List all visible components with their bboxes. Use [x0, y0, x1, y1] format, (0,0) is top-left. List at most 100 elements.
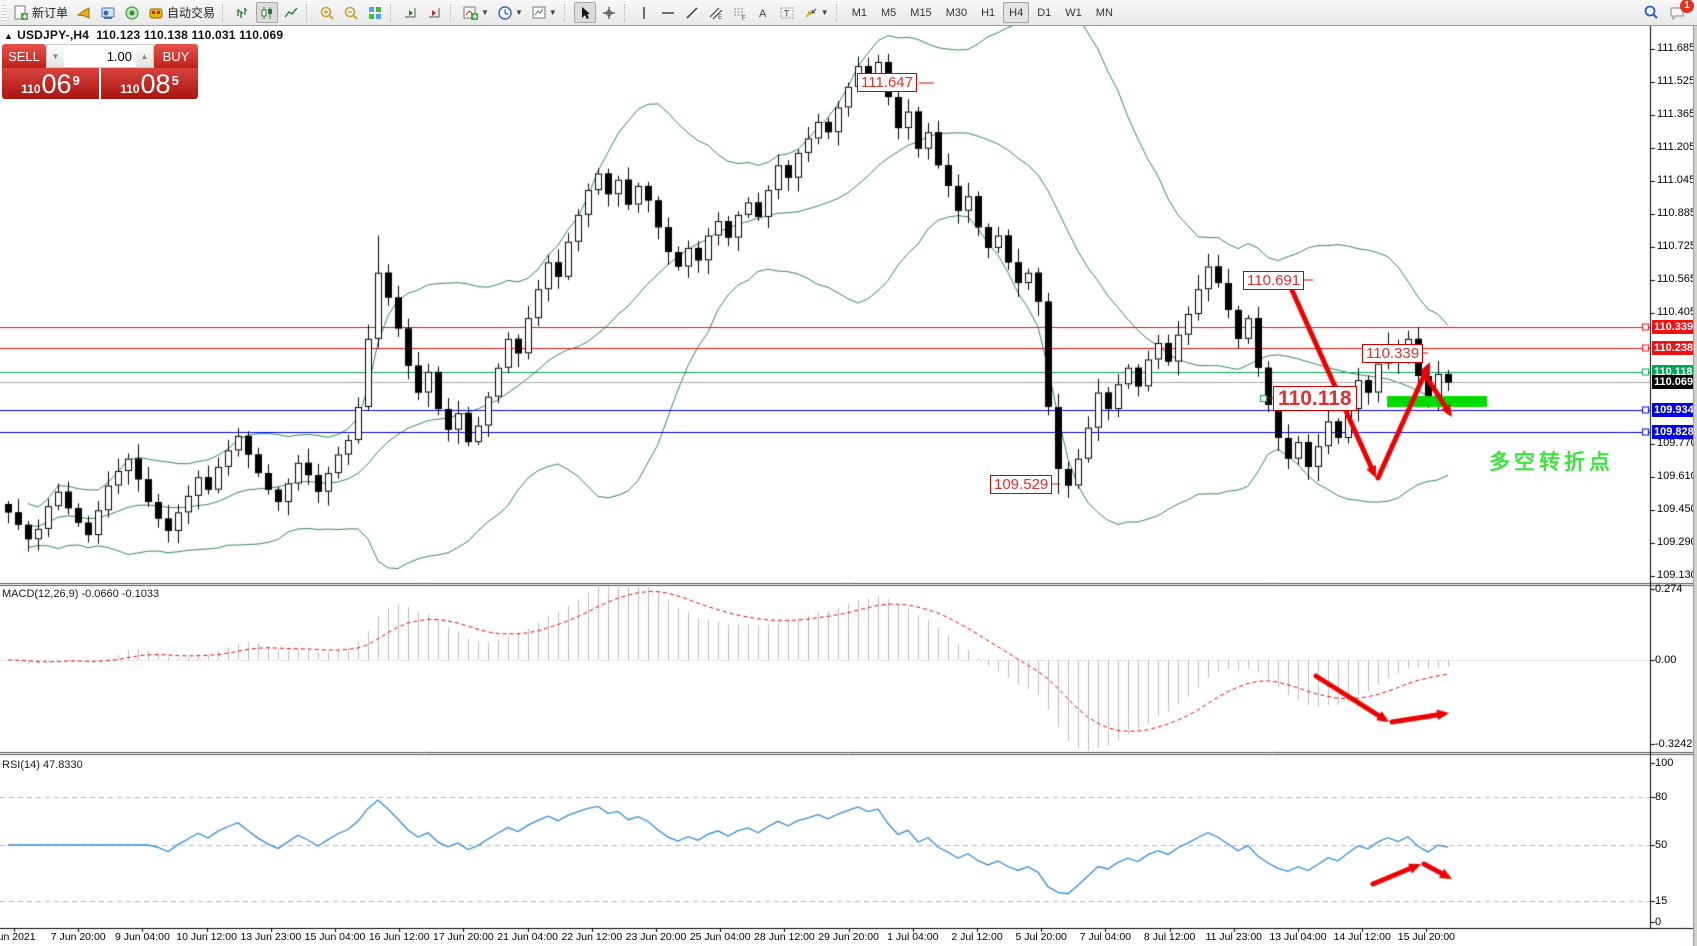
sell-price-prefix: 110 — [21, 82, 41, 96]
sell-button[interactable]: SELL — [2, 44, 46, 68]
equidistant-channel-icon: E — [709, 7, 723, 21]
tile-windows-icon — [369, 6, 382, 19]
separator — [450, 3, 456, 22]
timeframe-group: M1 M5 M15 M30 H1 H4 D1 W1 MN — [845, 2, 1120, 23]
volume-stepper: ▼ ▲ — [46, 44, 154, 68]
zoom-out-button[interactable] — [340, 2, 362, 23]
buy-button[interactable]: BUY — [154, 44, 198, 68]
volume-decrease-button[interactable]: ▼ — [47, 45, 64, 67]
periods-button[interactable]: ▼ — [494, 2, 526, 23]
cursor-button[interactable] — [573, 2, 596, 23]
auto-scroll-icon — [405, 7, 416, 17]
fibonacci-button[interactable]: F — [729, 2, 751, 23]
buy-price-big: 08 — [140, 69, 171, 99]
shapes-arrows-icon — [805, 8, 817, 17]
autotrade-icon — [149, 8, 163, 18]
separator — [306, 3, 312, 22]
timeframe-button-m30[interactable]: M30 — [945, 6, 968, 19]
symbol-info-line: ▲ USDJPY-,H4 110.123 110.138 110.031 110.… — [4, 28, 283, 42]
timeframe-button-h1[interactable]: H1 — [981, 6, 996, 19]
dropdown-arrow-icon: ▼ — [514, 8, 523, 17]
tile-windows-button[interactable] — [364, 2, 386, 23]
channel-button[interactable]: E — [705, 2, 727, 23]
text-label-icon: T — [780, 7, 794, 18]
zoom-in-icon — [320, 6, 334, 20]
text-label-button[interactable]: T — [776, 2, 798, 23]
vertical-line-icon — [643, 6, 645, 19]
bar-chart-button[interactable] — [232, 2, 254, 23]
sell-price-big: 06 — [41, 69, 72, 99]
buy-price-sup: 5 — [171, 73, 179, 88]
buy-price-button[interactable]: 110 08 5 — [101, 68, 198, 99]
volume-input[interactable] — [64, 45, 136, 67]
candlestick-icon — [261, 6, 273, 19]
line-chart-icon — [284, 7, 298, 17]
timeframe-button-m1[interactable]: M1 — [851, 6, 867, 19]
market-watch-icon — [101, 7, 115, 19]
symbol-chart-icon: ▲ — [4, 31, 14, 41]
templates-button[interactable]: ▼ — [528, 2, 560, 23]
horizontal-line-button[interactable] — [657, 2, 679, 23]
svg-text:F: F — [742, 16, 746, 21]
candlestick-button[interactable] — [256, 2, 279, 23]
separator — [222, 3, 228, 22]
template-chart-icon — [532, 6, 546, 18]
symbol-ohlc: 110.123 110.138 110.031 110.069 — [96, 28, 284, 42]
svg-text:T: T — [784, 8, 790, 18]
separator — [563, 3, 570, 22]
dropdown-arrow-icon: ▼ — [481, 8, 489, 17]
search-button[interactable] — [1639, 2, 1663, 23]
trendline-button[interactable] — [681, 2, 703, 23]
fibonacci-icon: F — [733, 8, 746, 21]
chat-badge: 1 — [1680, 0, 1694, 13]
timeframe-button-w1[interactable]: W1 — [1065, 6, 1082, 19]
timeframe-button-mn[interactable]: MN — [1095, 6, 1113, 19]
timeframe-button-m15[interactable]: M15 — [910, 6, 932, 19]
horn-button[interactable] — [73, 2, 95, 23]
horn-icon — [76, 6, 90, 19]
search-icon — [1644, 5, 1658, 19]
chat-button[interactable]: 1 — [1665, 0, 1694, 23]
autotrade-label: 自动交易 — [167, 6, 216, 20]
vertical-line-button[interactable] — [634, 2, 655, 23]
bar-chart-icon — [237, 7, 248, 18]
line-chart-button[interactable] — [280, 2, 302, 23]
sell-price-button[interactable]: 110 06 9 — [2, 68, 101, 99]
dropdown-arrow-icon: ▼ — [548, 8, 557, 17]
symbol-name: USDJPY-,H4 — [17, 28, 90, 42]
trendline-icon — [686, 7, 698, 18]
autotrade-button[interactable]: 自动交易 — [145, 2, 218, 23]
community-button[interactable] — [121, 2, 143, 23]
chart-shift-button[interactable] — [424, 2, 446, 23]
indicators-icon — [463, 6, 479, 20]
crosshair-button[interactable] — [598, 2, 620, 23]
shapes-button[interactable]: ▼ — [800, 2, 832, 23]
one-click-trading-panel: SELL ▼ ▲ BUY 110 06 9 110 08 5 — [2, 44, 198, 99]
timeframe-button-m5[interactable]: M5 — [881, 6, 897, 19]
price-chart-canvas[interactable] — [0, 26, 1697, 946]
main-toolbar: 新订单 自动交易 ▼ ▼ — [0, 0, 1697, 26]
horizontal-line-icon — [661, 11, 674, 14]
text-icon: A — [759, 8, 767, 20]
cursor-icon — [581, 6, 590, 19]
separator — [835, 3, 842, 22]
chart-shift-icon — [429, 7, 440, 17]
svg-text:A: A — [759, 8, 767, 20]
new-order-label: 新订单 — [32, 6, 69, 20]
sell-price-sup: 9 — [72, 73, 80, 88]
market-watch-button[interactable] — [97, 2, 119, 23]
crosshair-icon — [602, 6, 615, 19]
timeframe-button-d1[interactable]: D1 — [1037, 6, 1052, 19]
auto-scroll-button[interactable] — [400, 2, 422, 23]
zoom-in-button[interactable] — [316, 2, 338, 23]
indicators-button[interactable]: ▼ — [460, 2, 492, 23]
community-icon — [125, 6, 139, 19]
text-button[interactable]: A — [753, 2, 774, 23]
toolbar-grip[interactable] — [2, 4, 7, 21]
window-right-frame — [1693, 26, 1697, 946]
zoom-out-icon — [344, 6, 358, 20]
new-order-button[interactable]: 新订单 — [10, 2, 71, 23]
timeframe-button-h4[interactable]: H4 — [1003, 2, 1030, 23]
chart-window: ▲ USDJPY-,H4 110.123 110.138 110.031 110.… — [0, 26, 1697, 946]
volume-increase-button[interactable]: ▲ — [136, 45, 153, 67]
